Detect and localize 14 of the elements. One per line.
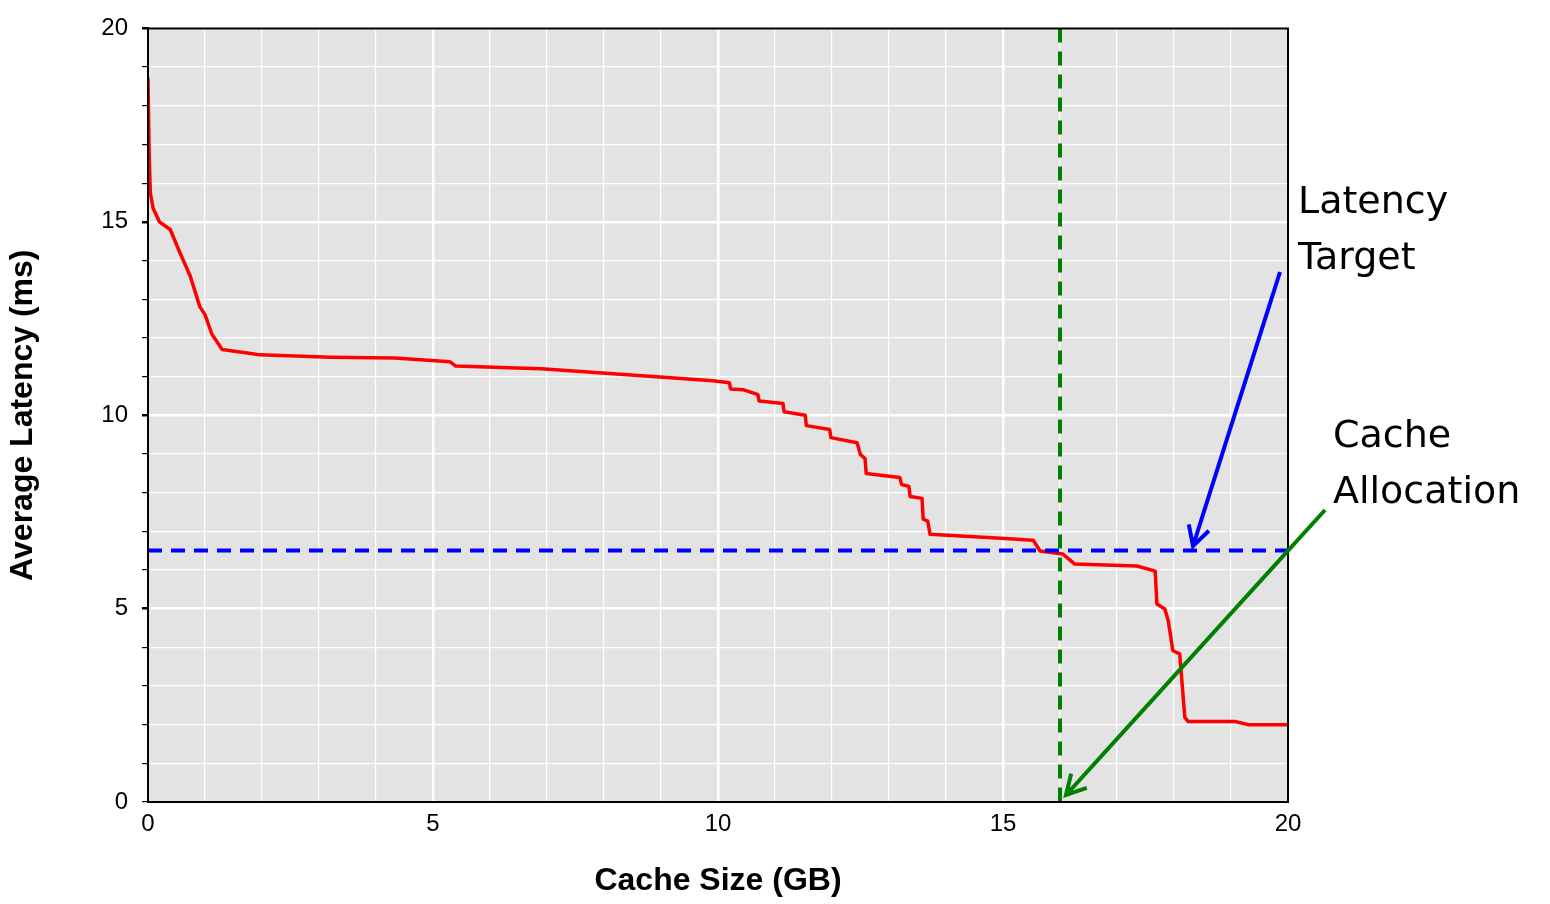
y-tick-label: 10 [101,399,128,427]
y-axis-title: Average Latency (ms) [3,249,40,581]
x-tick-label: 10 [704,809,732,837]
x-tick-label: 20 [1274,809,1302,837]
y-tick-label: 5 [114,593,128,621]
x-tick-label: 5 [426,809,440,837]
y-tick-label: 0 [114,786,128,814]
x-tick-label: 0 [141,809,155,837]
x-tick-label: 15 [989,809,1017,837]
ref-line-label: Cache Allocation [1333,411,1522,514]
y-tick-label: 15 [101,206,128,234]
y-tick-label: 20 [101,13,128,41]
x-axis-title: Cache Size (GB) [594,860,842,897]
ref-line-label: Latency Target [1298,177,1450,280]
